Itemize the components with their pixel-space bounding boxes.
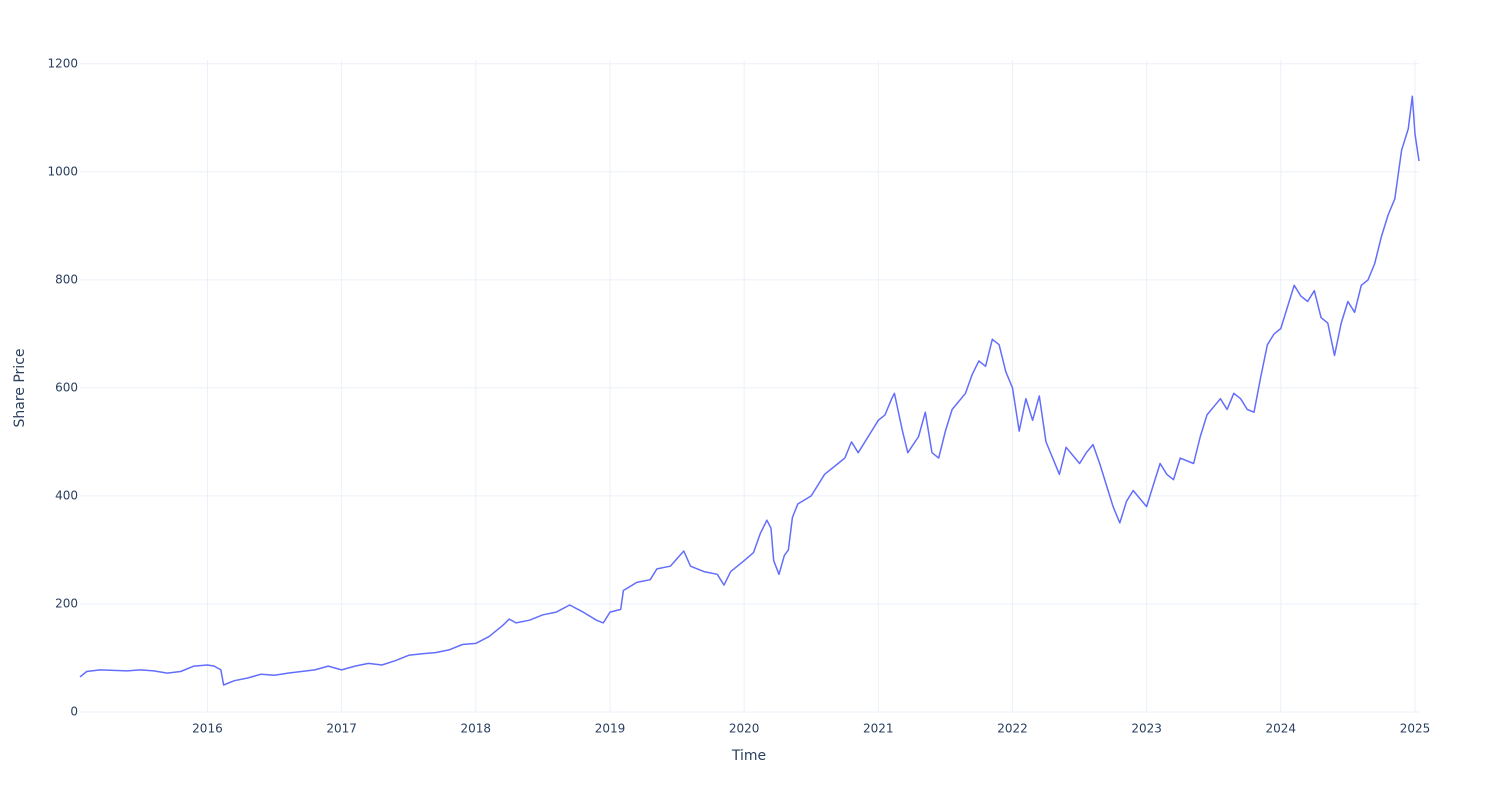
x-tick-label: 2021 (863, 722, 894, 736)
y-tick-label: 1000 (47, 164, 78, 178)
x-tick-label: 2025 (1400, 722, 1431, 736)
y-tick-label: 0 (70, 705, 78, 719)
y-tick-label: 200 (55, 596, 78, 610)
x-axis-label: Time (731, 748, 766, 764)
y-tick-label: 400 (55, 488, 78, 502)
x-tick-label: 2016 (192, 722, 223, 736)
x-tick-label: 2017 (326, 722, 357, 736)
y-axis-label: Share Price (12, 348, 28, 427)
x-tick-label: 2019 (595, 722, 626, 736)
x-tick-label: 2020 (729, 722, 760, 736)
y-tick-label: 1200 (47, 56, 78, 70)
y-tick-label: 600 (55, 380, 78, 394)
x-tick-label: 2018 (461, 722, 492, 736)
y-tick-label: 800 (55, 272, 78, 286)
x-tick-label: 2022 (997, 722, 1028, 736)
price-line (79, 95, 1420, 686)
x-tick-label: 2023 (1131, 722, 1162, 736)
x-tick-label: 2024 (1266, 722, 1297, 736)
